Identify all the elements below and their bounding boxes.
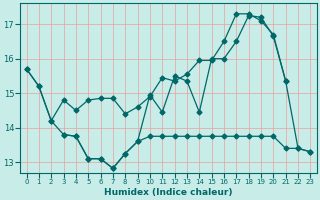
X-axis label: Humidex (Indice chaleur): Humidex (Indice chaleur) (104, 188, 233, 197)
